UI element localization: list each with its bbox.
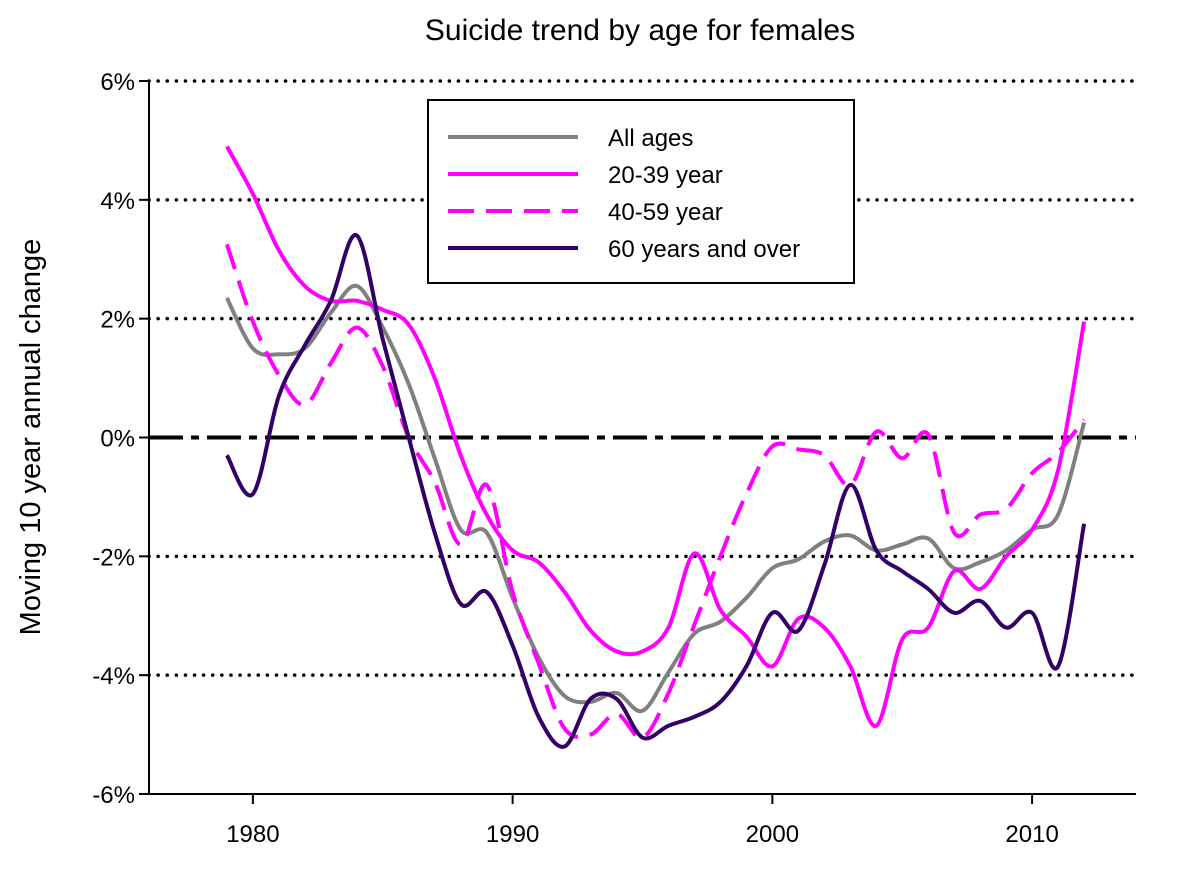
y-tick-label: -2% — [92, 544, 135, 571]
legend-box — [427, 99, 855, 284]
axes: -6% -4% -2% 0% 2% 4% 6% 1980 1990 2000 2010 — [92, 69, 1136, 848]
legend: All ages 20-39 year 40-59 year 60 years and… — [427, 99, 855, 284]
y-tick-label: 4% — [100, 188, 135, 215]
y-tick-label: 6% — [100, 69, 135, 96]
x-tick-label: 1980 — [226, 821, 279, 848]
y-tick-label: 2% — [100, 307, 135, 334]
y-tick-label: -4% — [92, 663, 135, 690]
x-tick-label: 1990 — [486, 821, 539, 848]
series-line-all-ages — [225, 283, 1087, 714]
legend-label-all-ages: All ages — [608, 125, 693, 152]
series-line-40-59-year — [225, 243, 1086, 740]
series-lines — [225, 145, 1087, 749]
series-line-20-39-year — [225, 145, 1087, 728]
legend-label-40-59-year: 40-59 year — [608, 199, 723, 226]
x-tick-label: 2000 — [746, 821, 799, 848]
y-axis-label: Moving 10 year annual change — [15, 239, 47, 636]
series-line-60-years-and-over — [225, 233, 1087, 749]
chart-title: Suicide trend by age for females — [425, 14, 855, 47]
y-tick-label: 0% — [100, 426, 135, 453]
gridlines — [147, 79, 1138, 677]
legend-label-60-years-and-over: 60 years and over — [608, 236, 800, 263]
legend-label-20-39-year: 20-39 year — [608, 162, 723, 189]
x-tick-label: 2010 — [1005, 821, 1058, 848]
y-tick-label: -6% — [92, 782, 135, 809]
